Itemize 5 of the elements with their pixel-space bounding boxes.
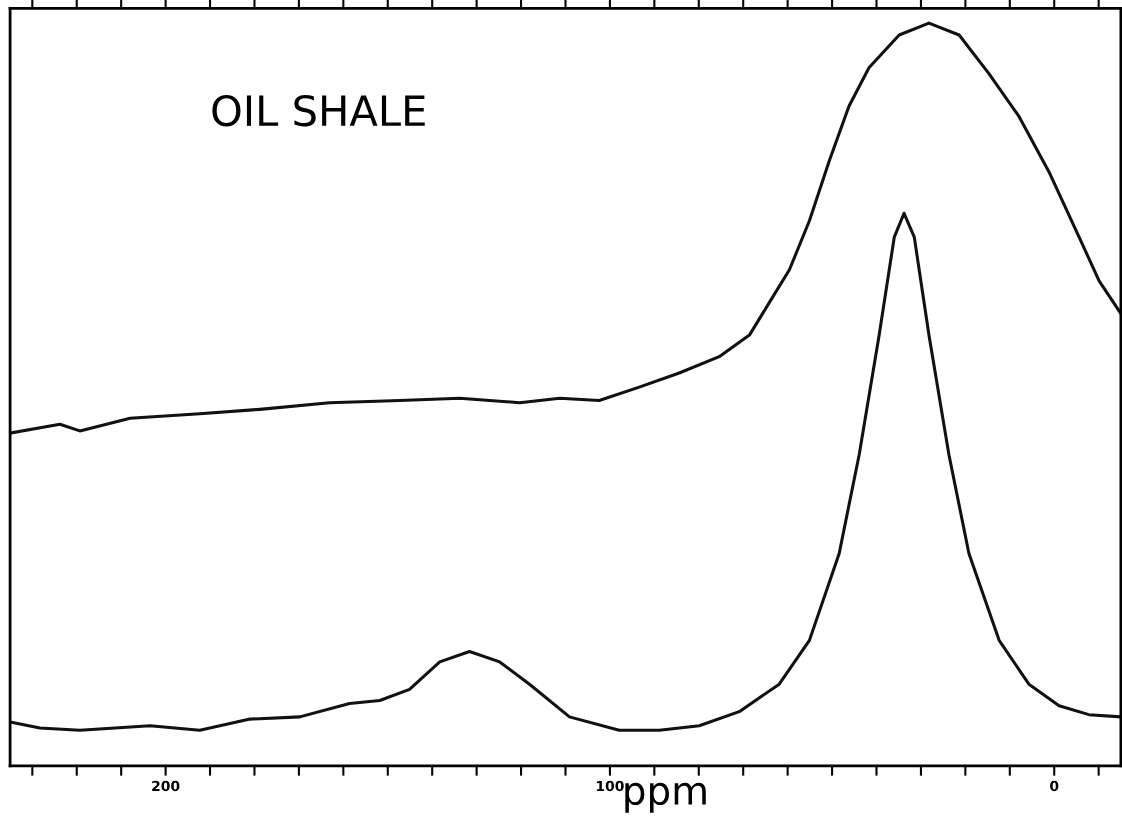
x-tick-label: 100 bbox=[596, 780, 624, 792]
x-axis-title: ppm bbox=[625, 782, 706, 813]
x-tick-label: 0 bbox=[1050, 780, 1059, 792]
text: OIL SHALE bbox=[212, 94, 425, 127]
x-tick-label: 200 bbox=[152, 780, 180, 792]
